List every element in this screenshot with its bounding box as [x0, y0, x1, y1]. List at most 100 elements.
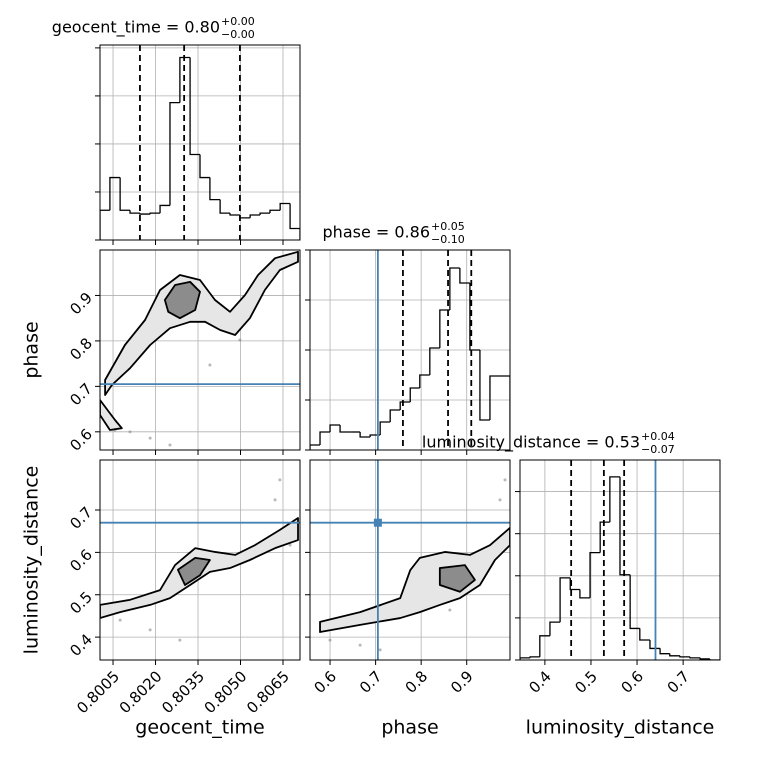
- histogram-bin: [319, 431, 331, 445]
- x-tick-label: 0.5: [571, 667, 601, 697]
- histogram-bin: [629, 574, 640, 630]
- histogram-bin: [499, 375, 510, 450]
- histogram-bin: [520, 657, 531, 660]
- sample-point: [378, 648, 382, 652]
- histogram-bin: [209, 177, 221, 201]
- plot-area: [520, 460, 720, 660]
- histogram-bin: [689, 656, 701, 659]
- panel-frame: [519, 459, 721, 661]
- histogram-bin: [549, 621, 561, 636]
- histogram-bin: [229, 213, 240, 216]
- plot-area: [310, 460, 510, 660]
- title-lower: −0.10: [431, 233, 465, 246]
- histogram-bin: [489, 375, 500, 420]
- panel-frame: [99, 44, 301, 241]
- histogram-bin: [249, 214, 261, 218]
- plot-area: [310, 250, 510, 450]
- y-tick-label: 0.9: [66, 289, 96, 319]
- y-tick-label: 0.4: [66, 630, 96, 660]
- x-tick-label: 0.8035: [158, 667, 208, 717]
- contour: [319, 526, 510, 633]
- histogram-bin: [189, 57, 200, 156]
- histogram-bin: [310, 444, 321, 450]
- sample-point: [208, 363, 212, 367]
- histogram-bin: [539, 635, 550, 657]
- sample-point: [118, 618, 122, 622]
- sample-point: [168, 443, 172, 447]
- y-tick-label: 0.6: [66, 425, 96, 455]
- histogram-bin: [339, 425, 351, 433]
- histogram-bin: [579, 589, 591, 599]
- x-tick-label: 0.8020: [116, 667, 166, 717]
- y-tick-label: 0.6: [66, 546, 96, 576]
- x-tick-label: 0.8005: [73, 667, 123, 717]
- histogram-bin: [279, 202, 291, 211]
- panel: 0.4 0.5 0.6 0.7: [515, 459, 721, 697]
- histogram-bin: [589, 551, 601, 598]
- histogram-bin: [449, 267, 460, 310]
- title-upper: +0.04: [641, 430, 675, 443]
- x-tick-label: 0.9: [447, 667, 477, 697]
- histogram-bin: [199, 154, 210, 179]
- histogram-bin: [289, 203, 300, 240]
- title-upper: +0.00: [221, 15, 255, 28]
- y-tick-label: 0.7: [66, 503, 96, 533]
- histogram-bin: [679, 655, 691, 658]
- x-axis-label: phase: [381, 717, 438, 739]
- y-tick-label: 0.5: [66, 588, 96, 618]
- x-tick-label: 0.4: [525, 667, 555, 697]
- histogram-bin: [569, 577, 580, 591]
- histogram-bin: [369, 434, 381, 437]
- panel: 0.6 0.7 0.8 0.9: [305, 459, 511, 697]
- x-axis-label: luminosity_distance: [526, 717, 715, 739]
- histogram-bin: [439, 309, 450, 348]
- title-lower: −0.07: [641, 443, 675, 456]
- sample-point: [448, 608, 452, 612]
- panel-frame: [309, 249, 511, 451]
- y-tick-label: 0.8: [66, 334, 96, 364]
- histogram-bin: [639, 628, 650, 641]
- histogram-bin: [559, 577, 571, 623]
- panel-frame: [99, 249, 301, 451]
- panel-frame: [99, 459, 301, 661]
- x-axis-label: geocent_time: [135, 717, 264, 739]
- x-tick-label: 0.8: [402, 667, 432, 697]
- histogram-bin: [609, 476, 620, 523]
- x-tick-label: 0.8050: [201, 667, 251, 717]
- sample-point: [148, 436, 152, 440]
- histogram-bin: [359, 432, 371, 438]
- plot-area: [100, 250, 300, 447]
- sample-point: [148, 628, 152, 632]
- histogram-bin: [139, 213, 151, 215]
- title-upper: +0.05: [431, 220, 465, 233]
- contour: [438, 564, 476, 593]
- histogram-bin: [409, 387, 420, 402]
- sample-point: [128, 430, 132, 434]
- histogram-bin: [479, 350, 490, 421]
- panel: [305, 249, 511, 455]
- histogram-bin: [109, 176, 121, 211]
- sample-point: [328, 638, 332, 642]
- panel-title: phase = 0.86: [323, 223, 430, 242]
- sample-point: [288, 543, 292, 547]
- histogram-bin: [159, 204, 170, 214]
- x-tick-label: 0.6: [617, 667, 647, 697]
- histogram-bin: [219, 199, 231, 214]
- sample-point: [503, 478, 507, 482]
- histogram-bin: [419, 374, 430, 388]
- panel-title: geocent_time = 0.80: [52, 18, 220, 38]
- histogram-bin: [259, 212, 270, 216]
- histogram-bin: [119, 177, 131, 211]
- histogram-bin: [129, 210, 140, 214]
- y-tick-label: 0.7: [66, 380, 96, 410]
- x-tick-label: 0.7: [664, 667, 694, 697]
- histogram-bin: [399, 401, 411, 410]
- contour: [104, 250, 299, 396]
- x-tick-label: 0.7: [356, 667, 386, 697]
- histogram-bin: [239, 215, 251, 219]
- panel-frame: [309, 459, 511, 661]
- contour: [100, 399, 123, 431]
- histogram-bin: [429, 347, 440, 375]
- x-tick-label: 0.8065: [243, 667, 293, 717]
